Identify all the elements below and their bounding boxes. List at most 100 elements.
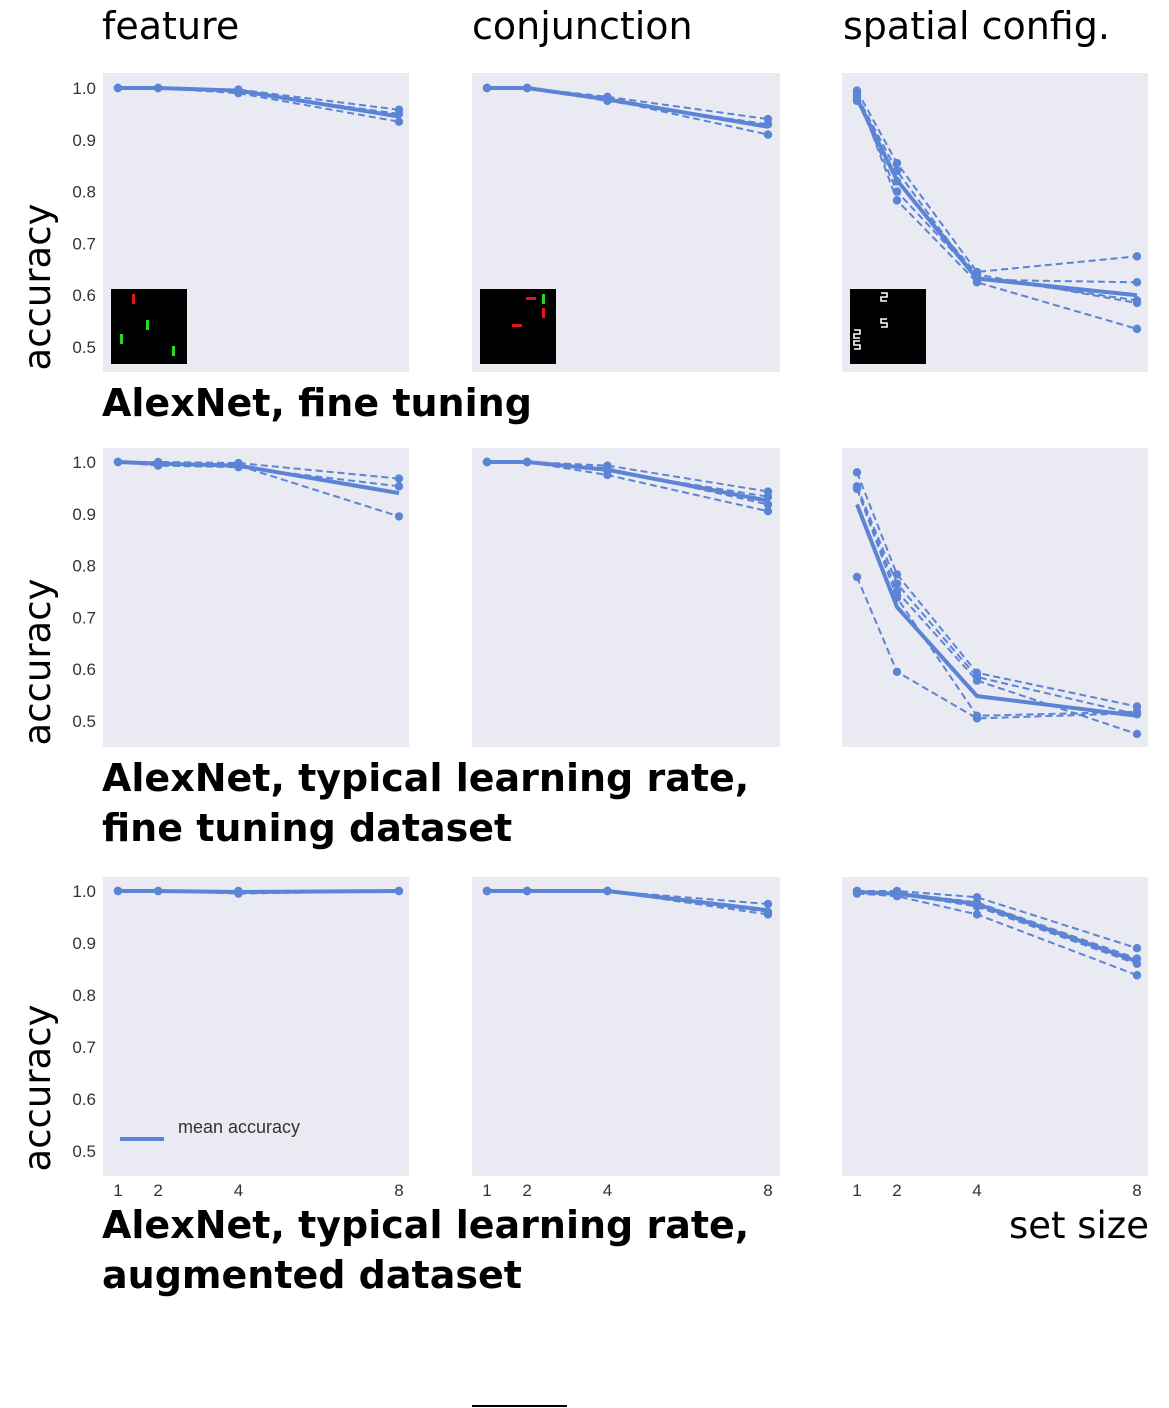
y-tick-label: 0.6 bbox=[72, 660, 96, 679]
feature-stimulus-inset bbox=[111, 289, 187, 364]
y-tick-label: 0.7 bbox=[72, 234, 96, 253]
mean-accuracy-line bbox=[118, 86, 400, 119]
run-line bbox=[856, 90, 1138, 273]
y-tick-label: 0.5 bbox=[72, 338, 96, 357]
mean-accuracy-line bbox=[487, 86, 769, 129]
run-line bbox=[487, 461, 769, 493]
column-title-conjunction: conjunction bbox=[472, 4, 693, 48]
panel-bg-r3-c1 bbox=[103, 877, 409, 1176]
conjunction-stimulus-inset bbox=[480, 289, 556, 364]
panel-r2-c3 bbox=[852, 468, 1142, 739]
mean-accuracy-line bbox=[856, 890, 1138, 964]
x-tick-label: 1 bbox=[113, 1181, 122, 1200]
x-tick-label: 1 bbox=[482, 1181, 491, 1200]
y-tick-label: 0.9 bbox=[72, 131, 96, 150]
mean-accuracy-line bbox=[855, 97, 1138, 298]
legend: mean accuracy bbox=[120, 1117, 300, 1141]
panel-r3-c1 bbox=[113, 886, 404, 898]
run-point bbox=[852, 468, 862, 477]
row-title-3-line-2: augmented dataset bbox=[102, 1253, 522, 1297]
y-tick-label: 1.0 bbox=[72, 79, 96, 98]
y-tick-label: 0.7 bbox=[72, 1038, 96, 1057]
x-axis-label: set size bbox=[1009, 1204, 1149, 1247]
run-point bbox=[1132, 944, 1142, 953]
y-tick-label: 1.0 bbox=[72, 882, 96, 901]
x-tick-label: 4 bbox=[234, 1181, 243, 1200]
panel-r3-c3 bbox=[852, 886, 1142, 980]
run-point bbox=[852, 484, 862, 494]
run-point bbox=[892, 667, 902, 676]
y-tick-label: 0.6 bbox=[72, 286, 96, 305]
run-point bbox=[1132, 971, 1142, 980]
y-axis-label-row-2: accuracy bbox=[16, 579, 59, 746]
run-line bbox=[118, 461, 400, 480]
legend-label: mean accuracy bbox=[178, 1117, 300, 1137]
column-title-feature: feature bbox=[102, 4, 239, 48]
panel-r2-c2 bbox=[482, 457, 773, 516]
panel-r1-c2 bbox=[482, 83, 773, 139]
row-title-2-line-2: fine tuning dataset bbox=[102, 806, 512, 850]
panel-r3-c2 bbox=[482, 886, 773, 919]
y-tick-label: 1.0 bbox=[72, 453, 96, 472]
run-line bbox=[857, 890, 1138, 950]
run-point bbox=[1132, 324, 1142, 334]
x-tick-label: 1 bbox=[852, 1181, 861, 1200]
run-point bbox=[394, 117, 404, 126]
row-title-2-line-1: AlexNet, typical learning rate, bbox=[102, 756, 749, 800]
run-point bbox=[763, 899, 773, 909]
run-line bbox=[856, 892, 1138, 977]
y-axis-label-row-3: accuracy bbox=[16, 1005, 59, 1172]
run-point bbox=[763, 130, 773, 139]
y-tick-label: 0.6 bbox=[72, 1090, 96, 1109]
x-tick-label: 8 bbox=[394, 1181, 403, 1200]
x-tick-label: 4 bbox=[603, 1181, 612, 1200]
run-point bbox=[763, 507, 773, 516]
row-title-1: AlexNet, fine tuning bbox=[102, 381, 532, 425]
row-title-3-line-1: AlexNet, typical learning rate, bbox=[102, 1203, 749, 1247]
panel-bg-r2-c1 bbox=[103, 448, 409, 747]
run-point bbox=[1132, 278, 1142, 287]
run-point bbox=[892, 187, 902, 196]
x-tick-label: 8 bbox=[1132, 1181, 1141, 1200]
run-point bbox=[1132, 296, 1142, 305]
mean-accuracy-line bbox=[118, 889, 400, 895]
run-point bbox=[972, 676, 982, 685]
x-tick-label: 8 bbox=[763, 1181, 772, 1200]
y-tick-label: 0.5 bbox=[72, 712, 96, 731]
mean-accuracy-line bbox=[487, 460, 769, 503]
panel-bg-r3-c2 bbox=[472, 877, 780, 1176]
y-tick-label: 0.8 bbox=[72, 986, 96, 1005]
run-point bbox=[394, 512, 404, 521]
run-line bbox=[856, 576, 1138, 720]
y-axis-label-row-1: accuracy bbox=[16, 204, 59, 371]
x-tick-label: 2 bbox=[522, 1181, 531, 1200]
run-point bbox=[972, 711, 982, 721]
panel-r1-c1 bbox=[113, 83, 404, 126]
x-tick-label: 2 bbox=[153, 1181, 162, 1200]
run-point bbox=[892, 196, 902, 205]
run-point bbox=[892, 570, 902, 579]
spatial-config-stimulus-inset bbox=[850, 289, 926, 364]
run-point bbox=[1132, 729, 1142, 739]
y-tick-label: 0.8 bbox=[72, 183, 96, 202]
panel-r2-c1 bbox=[113, 457, 404, 521]
run-line bbox=[856, 485, 1138, 716]
panel-bg-r2-c3 bbox=[842, 448, 1148, 747]
y-tick-label: 0.9 bbox=[72, 505, 96, 524]
y-tick-label: 0.7 bbox=[72, 608, 96, 627]
run-point bbox=[603, 470, 612, 480]
panel-bg-r2-c2 bbox=[472, 448, 780, 747]
y-tick-label: 0.8 bbox=[72, 557, 96, 576]
column-title-spatial-config: spatial config. bbox=[843, 4, 1110, 48]
y-tick-label: 0.5 bbox=[72, 1142, 96, 1161]
run-line bbox=[856, 95, 1138, 284]
mean-accuracy-line bbox=[487, 889, 769, 913]
x-tick-label: 2 bbox=[892, 1181, 901, 1200]
y-tick-label: 0.9 bbox=[72, 934, 96, 953]
run-point bbox=[394, 482, 404, 491]
run-line bbox=[487, 461, 769, 513]
run-point bbox=[394, 474, 404, 483]
run-point bbox=[852, 572, 862, 582]
run-point bbox=[972, 910, 982, 919]
